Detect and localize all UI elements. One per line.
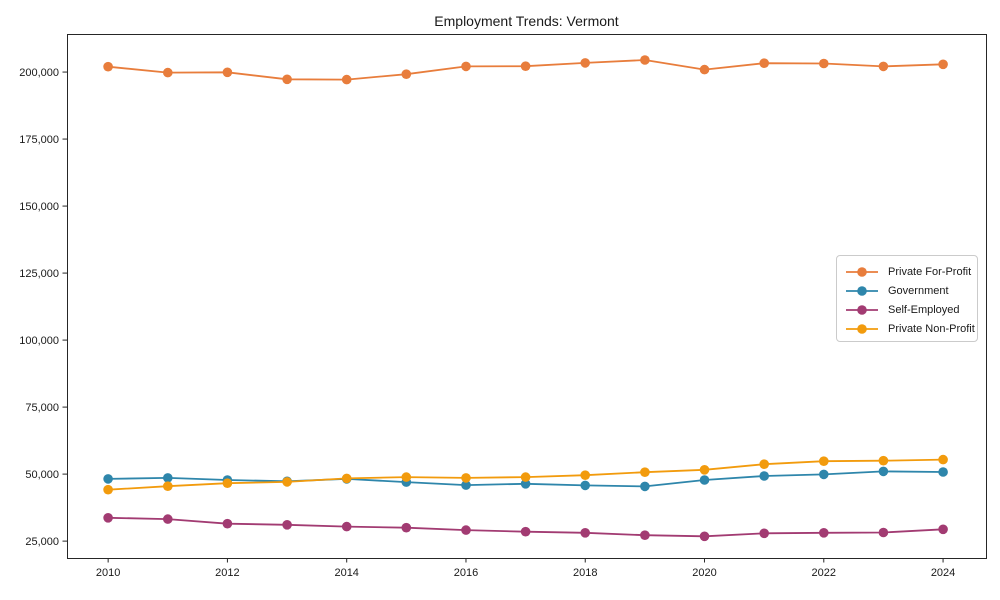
data-point (580, 480, 590, 491)
legend-label-private-non-profit: Private Non-Profit (888, 322, 975, 335)
y-tick-label: 75,000 (25, 402, 59, 414)
data-point (163, 473, 173, 483)
data-point (520, 61, 531, 71)
data-point (222, 478, 233, 489)
legend-label-government: Government (888, 284, 949, 297)
data-point (282, 520, 292, 530)
legend-label-self-employed: Self-Employed (888, 303, 960, 316)
data-point (759, 471, 769, 481)
data-point (103, 474, 113, 484)
y-tick-label: 200,000 (19, 67, 59, 79)
data-point (878, 466, 889, 477)
data-point (878, 527, 889, 538)
data-point (938, 467, 948, 477)
x-tick-label: 2024 (931, 567, 955, 579)
data-point (461, 525, 471, 535)
data-point (759, 459, 769, 470)
data-point (282, 477, 292, 487)
data-point (163, 67, 173, 78)
x-tick-label: 2010 (96, 567, 120, 579)
axes-box (67, 34, 987, 559)
data-point (401, 69, 412, 79)
y-tick-label: 25,000 (25, 536, 59, 548)
data-point (640, 55, 650, 65)
data-point (282, 74, 292, 85)
data-point (401, 472, 412, 482)
data-point (461, 480, 471, 490)
legend-marker-government (846, 285, 878, 296)
data-point (819, 58, 829, 69)
legend-item-self-employed: Self-Employed (845, 300, 977, 319)
data-point (819, 469, 829, 480)
data-point (401, 522, 412, 533)
data-point (640, 530, 650, 540)
legend-marker-private-for-profit (846, 266, 878, 277)
data-point (520, 479, 531, 489)
y-tick-label: 175,000 (19, 134, 59, 146)
data-point (341, 473, 352, 484)
data-point (759, 58, 769, 68)
data-point (878, 61, 889, 72)
data-point (341, 521, 352, 532)
data-point (103, 513, 113, 523)
data-point (520, 472, 531, 482)
data-point (938, 524, 948, 535)
data-point (580, 58, 590, 68)
x-tick-label: 2022 (812, 567, 836, 579)
data-point (222, 518, 233, 529)
data-point (938, 59, 948, 70)
legend-marker-self-employed (846, 304, 878, 315)
legend-label-private-for-profit: Private For-Profit (888, 265, 972, 278)
data-point (461, 473, 471, 483)
data-point (699, 64, 710, 75)
legend: Private For-Profit Government Self-Emplo… (836, 255, 978, 342)
data-point (163, 481, 173, 492)
data-point (640, 467, 650, 478)
data-point (103, 484, 113, 495)
data-point (103, 61, 113, 72)
data-point (341, 74, 352, 85)
x-tick-label: 2020 (692, 567, 716, 579)
data-point (878, 455, 889, 466)
data-point (222, 67, 233, 78)
x-tick-label: 2016 (454, 567, 478, 579)
data-point (520, 526, 531, 537)
x-tick-label: 2018 (573, 567, 597, 579)
legend-item-private-for-profit: Private For-Profit (845, 262, 977, 281)
data-point (699, 475, 710, 485)
legend-item-private-non-profit: Private Non-Profit (845, 319, 977, 338)
data-point (938, 454, 948, 465)
data-point (699, 465, 710, 475)
data-point (580, 528, 590, 538)
data-point (163, 514, 173, 524)
x-tick-label: 2014 (334, 567, 358, 579)
x-tick-label: 2012 (215, 567, 239, 579)
data-point (640, 481, 650, 492)
data-point (580, 470, 590, 481)
legend-item-government: Government (845, 281, 977, 300)
y-tick-label: 150,000 (19, 201, 59, 213)
y-tick-label: 125,000 (19, 268, 59, 280)
data-point (819, 456, 829, 467)
data-point (819, 528, 829, 538)
legend-marker-private-non-profit (846, 323, 878, 334)
chart-title: Employment Trends: Vermont (434, 13, 619, 29)
data-point (759, 528, 769, 539)
data-point (699, 531, 710, 542)
y-tick-label: 100,000 (19, 335, 59, 347)
data-point (461, 61, 471, 72)
y-tick-label: 50,000 (25, 469, 59, 481)
